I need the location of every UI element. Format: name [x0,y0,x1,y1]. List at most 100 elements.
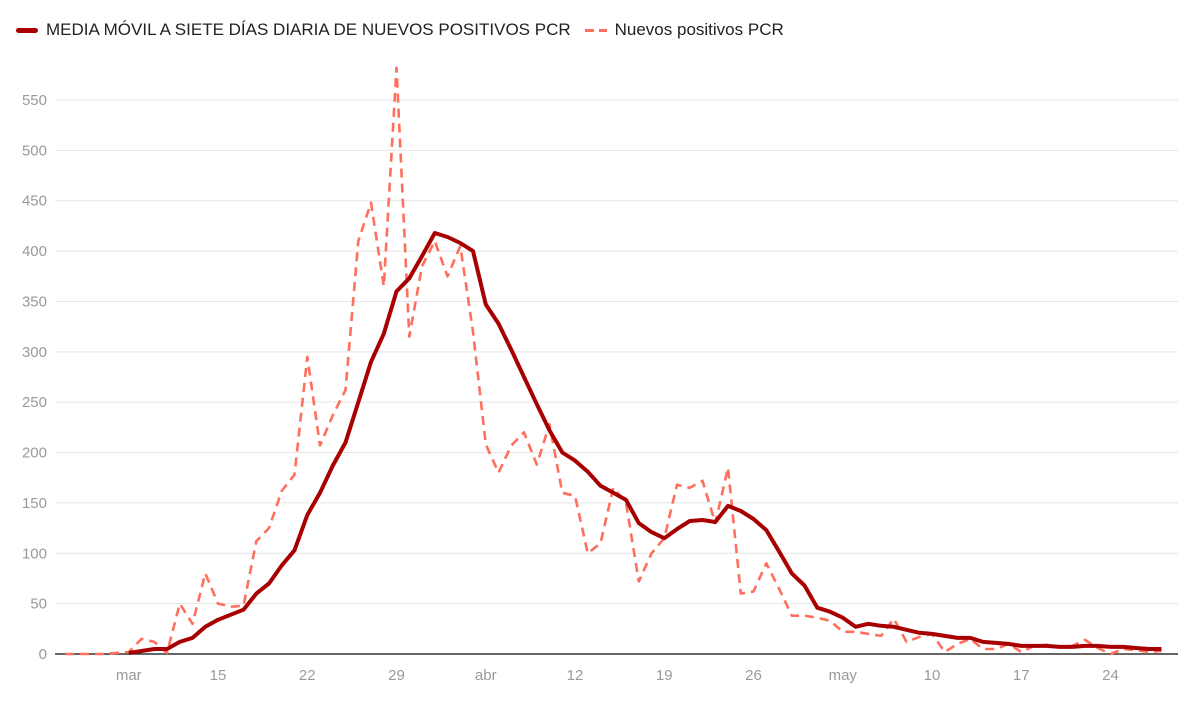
moving-average-point[interactable] [189,634,197,642]
moving-average-point[interactable] [176,638,184,646]
moving-average-point[interactable] [609,489,617,497]
daily-positives-point[interactable] [227,603,235,611]
moving-average-point[interactable] [227,611,235,619]
moving-average-point[interactable] [801,582,809,590]
daily-positives-point[interactable] [342,386,350,394]
moving-average-point[interactable] [852,623,860,631]
daily-positives-point[interactable] [189,620,197,628]
moving-average-point[interactable] [1005,640,1013,648]
daily-positives-point[interactable] [214,600,222,608]
daily-positives-point[interactable] [903,638,911,646]
moving-average-point[interactable] [915,629,923,637]
moving-average-point[interactable] [775,547,783,555]
daily-positives-point[interactable] [444,272,452,280]
moving-average-point[interactable] [954,634,962,642]
daily-positives-point[interactable] [380,282,388,290]
moving-average-point[interactable] [992,639,1000,647]
daily-positives-point[interactable] [393,64,401,72]
moving-average-point[interactable] [1158,645,1166,653]
moving-average-point[interactable] [1132,644,1140,652]
moving-average-point[interactable] [265,579,273,587]
moving-average-point[interactable] [1145,645,1153,653]
moving-average-point[interactable] [214,616,222,624]
moving-average-point[interactable] [431,229,439,237]
moving-average-point[interactable] [546,426,554,434]
daily-positives-point[interactable] [686,484,694,492]
moving-average-point[interactable] [367,358,375,366]
moving-average-point[interactable] [839,614,847,622]
moving-average-point[interactable] [622,496,630,504]
daily-positives-point[interactable] [724,464,732,472]
daily-positives-point[interactable] [405,333,413,341]
daily-positives-point[interactable] [571,492,579,500]
moving-average-point[interactable] [558,449,566,457]
moving-average-point[interactable] [163,645,171,653]
daily-positives-point[interactable] [813,614,821,622]
moving-average-point[interactable] [788,569,796,577]
daily-positives-point[interactable] [176,600,184,608]
daily-positives-point[interactable] [558,489,566,497]
moving-average-point[interactable] [444,233,452,241]
legend-item-moving-average[interactable]: MEDIA MÓVIL A SIETE DÍAS DIARIA DE NUEVO… [16,20,571,40]
moving-average-point[interactable] [635,519,643,527]
moving-average-point[interactable] [291,546,299,554]
moving-average-point[interactable] [648,528,656,536]
daily-positives-point[interactable] [699,477,707,485]
moving-average-point[interactable] [303,511,311,519]
daily-positives-point[interactable] [329,411,337,419]
daily-positives-point[interactable] [74,650,82,658]
moving-average-point[interactable] [750,515,758,523]
moving-average-point[interactable] [571,457,579,465]
daily-positives-point[interactable] [354,237,362,245]
daily-positives-point[interactable] [495,469,503,477]
daily-positives-point[interactable] [303,353,311,361]
moving-average-point[interactable] [278,561,286,569]
moving-average-point[interactable] [405,274,413,282]
moving-average-point[interactable] [1068,643,1076,651]
moving-average-point[interactable] [469,247,477,255]
moving-average-point[interactable] [979,638,987,646]
moving-average-point[interactable] [495,320,503,328]
daily-positives-point[interactable] [99,650,107,658]
daily-positives-point[interactable] [762,559,770,567]
moving-average-point[interactable] [877,622,885,630]
daily-positives-point[interactable] [839,628,847,636]
moving-average-point[interactable] [660,534,668,542]
daily-positives-point[interactable] [979,645,987,653]
daily-positives-point[interactable] [788,612,796,620]
moving-average-point[interactable] [762,526,770,534]
moving-average-point[interactable] [686,517,694,525]
daily-positives-point[interactable] [367,199,375,207]
daily-positives-point[interactable] [87,650,95,658]
moving-average-point[interactable] [507,346,515,354]
moving-average-point[interactable] [240,606,248,614]
daily-positives-point[interactable] [265,524,273,532]
moving-average-point[interactable] [342,438,350,446]
moving-average-point[interactable] [150,645,158,653]
moving-average-point[interactable] [903,626,911,634]
moving-average-point[interactable] [418,252,426,260]
daily-positives-point[interactable] [112,649,120,657]
moving-average-point[interactable] [482,300,490,308]
moving-average-point[interactable] [393,287,401,295]
moving-average-point[interactable] [1056,643,1064,651]
moving-average-point[interactable] [533,400,541,408]
daily-positives-point[interactable] [635,577,643,585]
moving-average-point[interactable] [737,507,745,515]
daily-positives-point[interactable] [877,632,885,640]
moving-average-point[interactable] [826,608,834,616]
daily-positives-point[interactable] [801,612,809,620]
daily-positives-point[interactable] [291,471,299,479]
daily-positives-point[interactable] [864,630,872,638]
moving-average-point[interactable] [1017,642,1025,650]
moving-average-point[interactable] [316,489,324,497]
daily-positives-point[interactable] [482,440,490,448]
daily-positives-point[interactable] [737,590,745,598]
moving-average-point[interactable] [252,590,260,598]
moving-average-point[interactable] [329,462,337,470]
legend-item-daily-positives[interactable]: Nuevos positivos PCR [584,20,784,40]
moving-average-point[interactable] [380,330,388,338]
moving-average-point[interactable] [711,518,719,526]
moving-average-point[interactable] [966,634,974,642]
moving-average-point[interactable] [584,468,592,476]
